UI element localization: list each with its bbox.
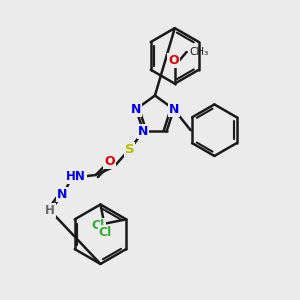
Text: N: N	[169, 103, 179, 116]
Text: O: O	[169, 54, 179, 67]
Text: HN: HN	[66, 170, 86, 183]
Text: S: S	[124, 143, 134, 156]
Text: CH₃: CH₃	[190, 47, 209, 57]
Text: H: H	[45, 204, 55, 217]
Text: O: O	[104, 154, 115, 168]
Text: N: N	[131, 103, 141, 116]
Text: N: N	[57, 188, 67, 201]
Text: N: N	[138, 125, 148, 138]
Text: H: H	[45, 204, 55, 217]
Text: Cl: Cl	[92, 219, 105, 232]
Text: HN: HN	[66, 170, 86, 183]
Text: N: N	[131, 103, 141, 116]
Text: O: O	[169, 54, 179, 67]
Text: N: N	[57, 188, 67, 201]
Text: N: N	[138, 125, 148, 138]
Text: O: O	[104, 154, 115, 168]
Text: Cl: Cl	[99, 226, 112, 239]
Text: S: S	[124, 143, 134, 156]
Text: Cl: Cl	[92, 219, 105, 232]
Text: N: N	[169, 103, 179, 116]
Text: Cl: Cl	[99, 226, 112, 239]
